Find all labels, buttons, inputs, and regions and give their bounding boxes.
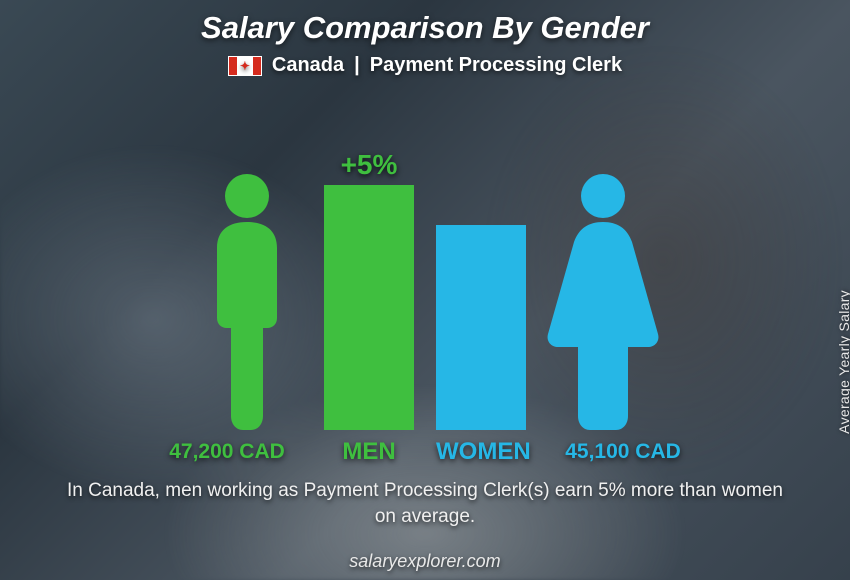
female-person-icon xyxy=(543,170,663,430)
women-icon-wrap xyxy=(548,170,658,430)
subtitle-separator: | xyxy=(354,54,360,77)
source-label: salaryexplorer.com xyxy=(0,551,850,572)
women-category-label: WOMEN xyxy=(436,438,526,466)
canada-flag-icon: ✦ xyxy=(228,56,262,76)
men-salary-label: 47,200 CAD xyxy=(152,440,302,464)
men-icon-wrap xyxy=(192,170,302,430)
men-bar xyxy=(324,185,414,430)
page-title: Salary Comparison By Gender xyxy=(0,10,850,46)
chart-area: +5% xyxy=(0,150,850,430)
subtitle-job: Payment Processing Clerk xyxy=(370,54,622,77)
men-bar-wrap: +5% xyxy=(324,149,414,430)
labels-row: 47,200 CAD MEN WOMEN 45,100 CAD xyxy=(0,438,850,466)
subtitle-row: ✦ Canada | Payment Processing Clerk xyxy=(0,54,850,77)
women-bar-wrap xyxy=(436,225,526,430)
women-bar xyxy=(436,225,526,430)
y-axis-label: Average Yearly Salary xyxy=(836,290,850,434)
men-category-label: MEN xyxy=(324,438,414,466)
subtitle-country: Canada xyxy=(272,54,344,77)
description-text: In Canada, men working as Payment Proces… xyxy=(60,478,790,529)
male-person-icon xyxy=(192,170,302,430)
diff-label: +5% xyxy=(341,149,398,181)
women-salary-label: 45,100 CAD xyxy=(548,440,698,464)
